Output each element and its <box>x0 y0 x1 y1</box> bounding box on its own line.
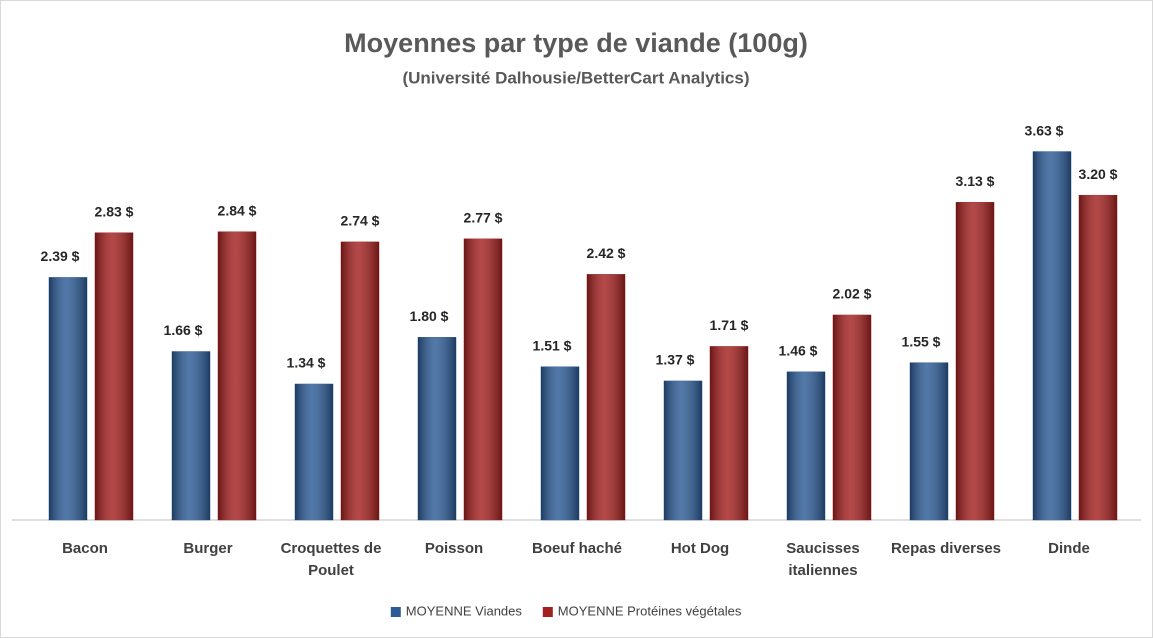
data-label: 2.74 $ <box>341 213 380 229</box>
bar-shade <box>95 232 133 520</box>
x-tick-label: Boeuf haché <box>531 540 622 557</box>
data-label: 1.37 $ <box>656 352 695 368</box>
x-tick-label: Poisson <box>424 540 484 557</box>
x-tick-label: Croquettes de Poulet <box>280 540 382 579</box>
data-label: 3.63 $ <box>1025 122 1064 138</box>
bar-shade <box>418 337 456 520</box>
legend-swatch <box>390 607 401 617</box>
bar-shade <box>464 238 502 520</box>
data-label: 1.66 $ <box>164 322 203 338</box>
x-tick-label: Saucisses italiennes <box>786 540 860 579</box>
bar-shade <box>341 241 379 520</box>
chart-subtitle: (Université Dalhousie/BetterCart Analyti… <box>402 68 749 87</box>
data-label: 1.80 $ <box>410 308 449 324</box>
bar-shade <box>295 383 333 520</box>
x-tick-label: Burger <box>183 540 233 557</box>
bar-shade <box>49 277 87 520</box>
data-label: 2.02 $ <box>833 286 872 302</box>
data-label: 3.13 $ <box>956 173 995 189</box>
data-label: 1.71 $ <box>710 317 749 333</box>
x-tick-label: Repas diverses <box>890 540 1002 557</box>
data-label: 1.55 $ <box>902 333 941 349</box>
bar-shade <box>710 346 748 520</box>
legend-label: MOYENNE Viandes <box>406 603 523 618</box>
x-tick-label: Dinde <box>1048 540 1090 557</box>
bar-shade <box>956 202 994 520</box>
bar-shade <box>172 351 210 520</box>
bar-shade <box>541 366 579 520</box>
bar-shade <box>787 371 825 520</box>
bar-shade <box>587 274 625 520</box>
data-label: 2.42 $ <box>587 245 626 261</box>
bar-shade <box>910 362 948 520</box>
bar-shade <box>664 380 702 520</box>
data-label: 2.84 $ <box>218 202 257 218</box>
chart-title: Moyennes par type de viande (100g) <box>344 28 808 58</box>
data-label: 2.39 $ <box>41 248 80 264</box>
x-tick-label: Hot Dog <box>670 540 730 557</box>
data-label: 1.46 $ <box>779 343 818 359</box>
data-label: 1.51 $ <box>533 337 572 353</box>
data-label: 2.77 $ <box>464 210 503 226</box>
legend-swatch <box>542 607 553 617</box>
bar-shade <box>1033 151 1071 520</box>
bar-shade <box>1079 195 1117 520</box>
data-label: 2.83 $ <box>95 203 134 219</box>
data-label: 3.20 $ <box>1079 166 1118 182</box>
bar-shade <box>218 231 256 521</box>
x-tick-label: Bacon <box>62 540 108 557</box>
data-label: 1.34 $ <box>287 355 326 371</box>
bar-shade <box>833 314 871 520</box>
legend-label: MOYENNE Protéines végétales <box>558 603 742 618</box>
